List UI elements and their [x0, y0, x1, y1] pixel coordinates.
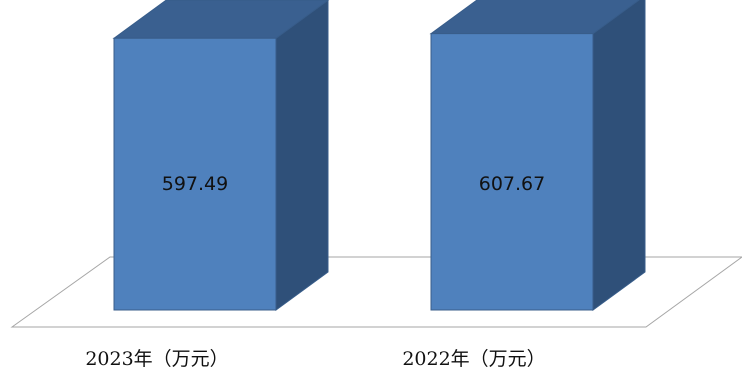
chart-floor: [10, 256, 742, 328]
bar-value-label: 607.67: [479, 173, 545, 195]
bar-value-label: 597.49: [162, 173, 228, 195]
bar-group: 597.49 607.67: [112, 0, 646, 311]
bar-1: 597.49: [112, 0, 330, 311]
category-axis: 2023年（万元） 2022年（万元）: [85, 348, 545, 370]
bar-side-face: [275, 0, 329, 311]
bar-side-face: [592, 0, 646, 311]
bar-2: 607.67: [429, 0, 646, 311]
category-label: 2022年（万元）: [402, 348, 545, 370]
bar-front-face: [430, 33, 594, 311]
bar-front-face: [113, 37, 277, 311]
category-label: 2023年（万元）: [85, 348, 228, 370]
